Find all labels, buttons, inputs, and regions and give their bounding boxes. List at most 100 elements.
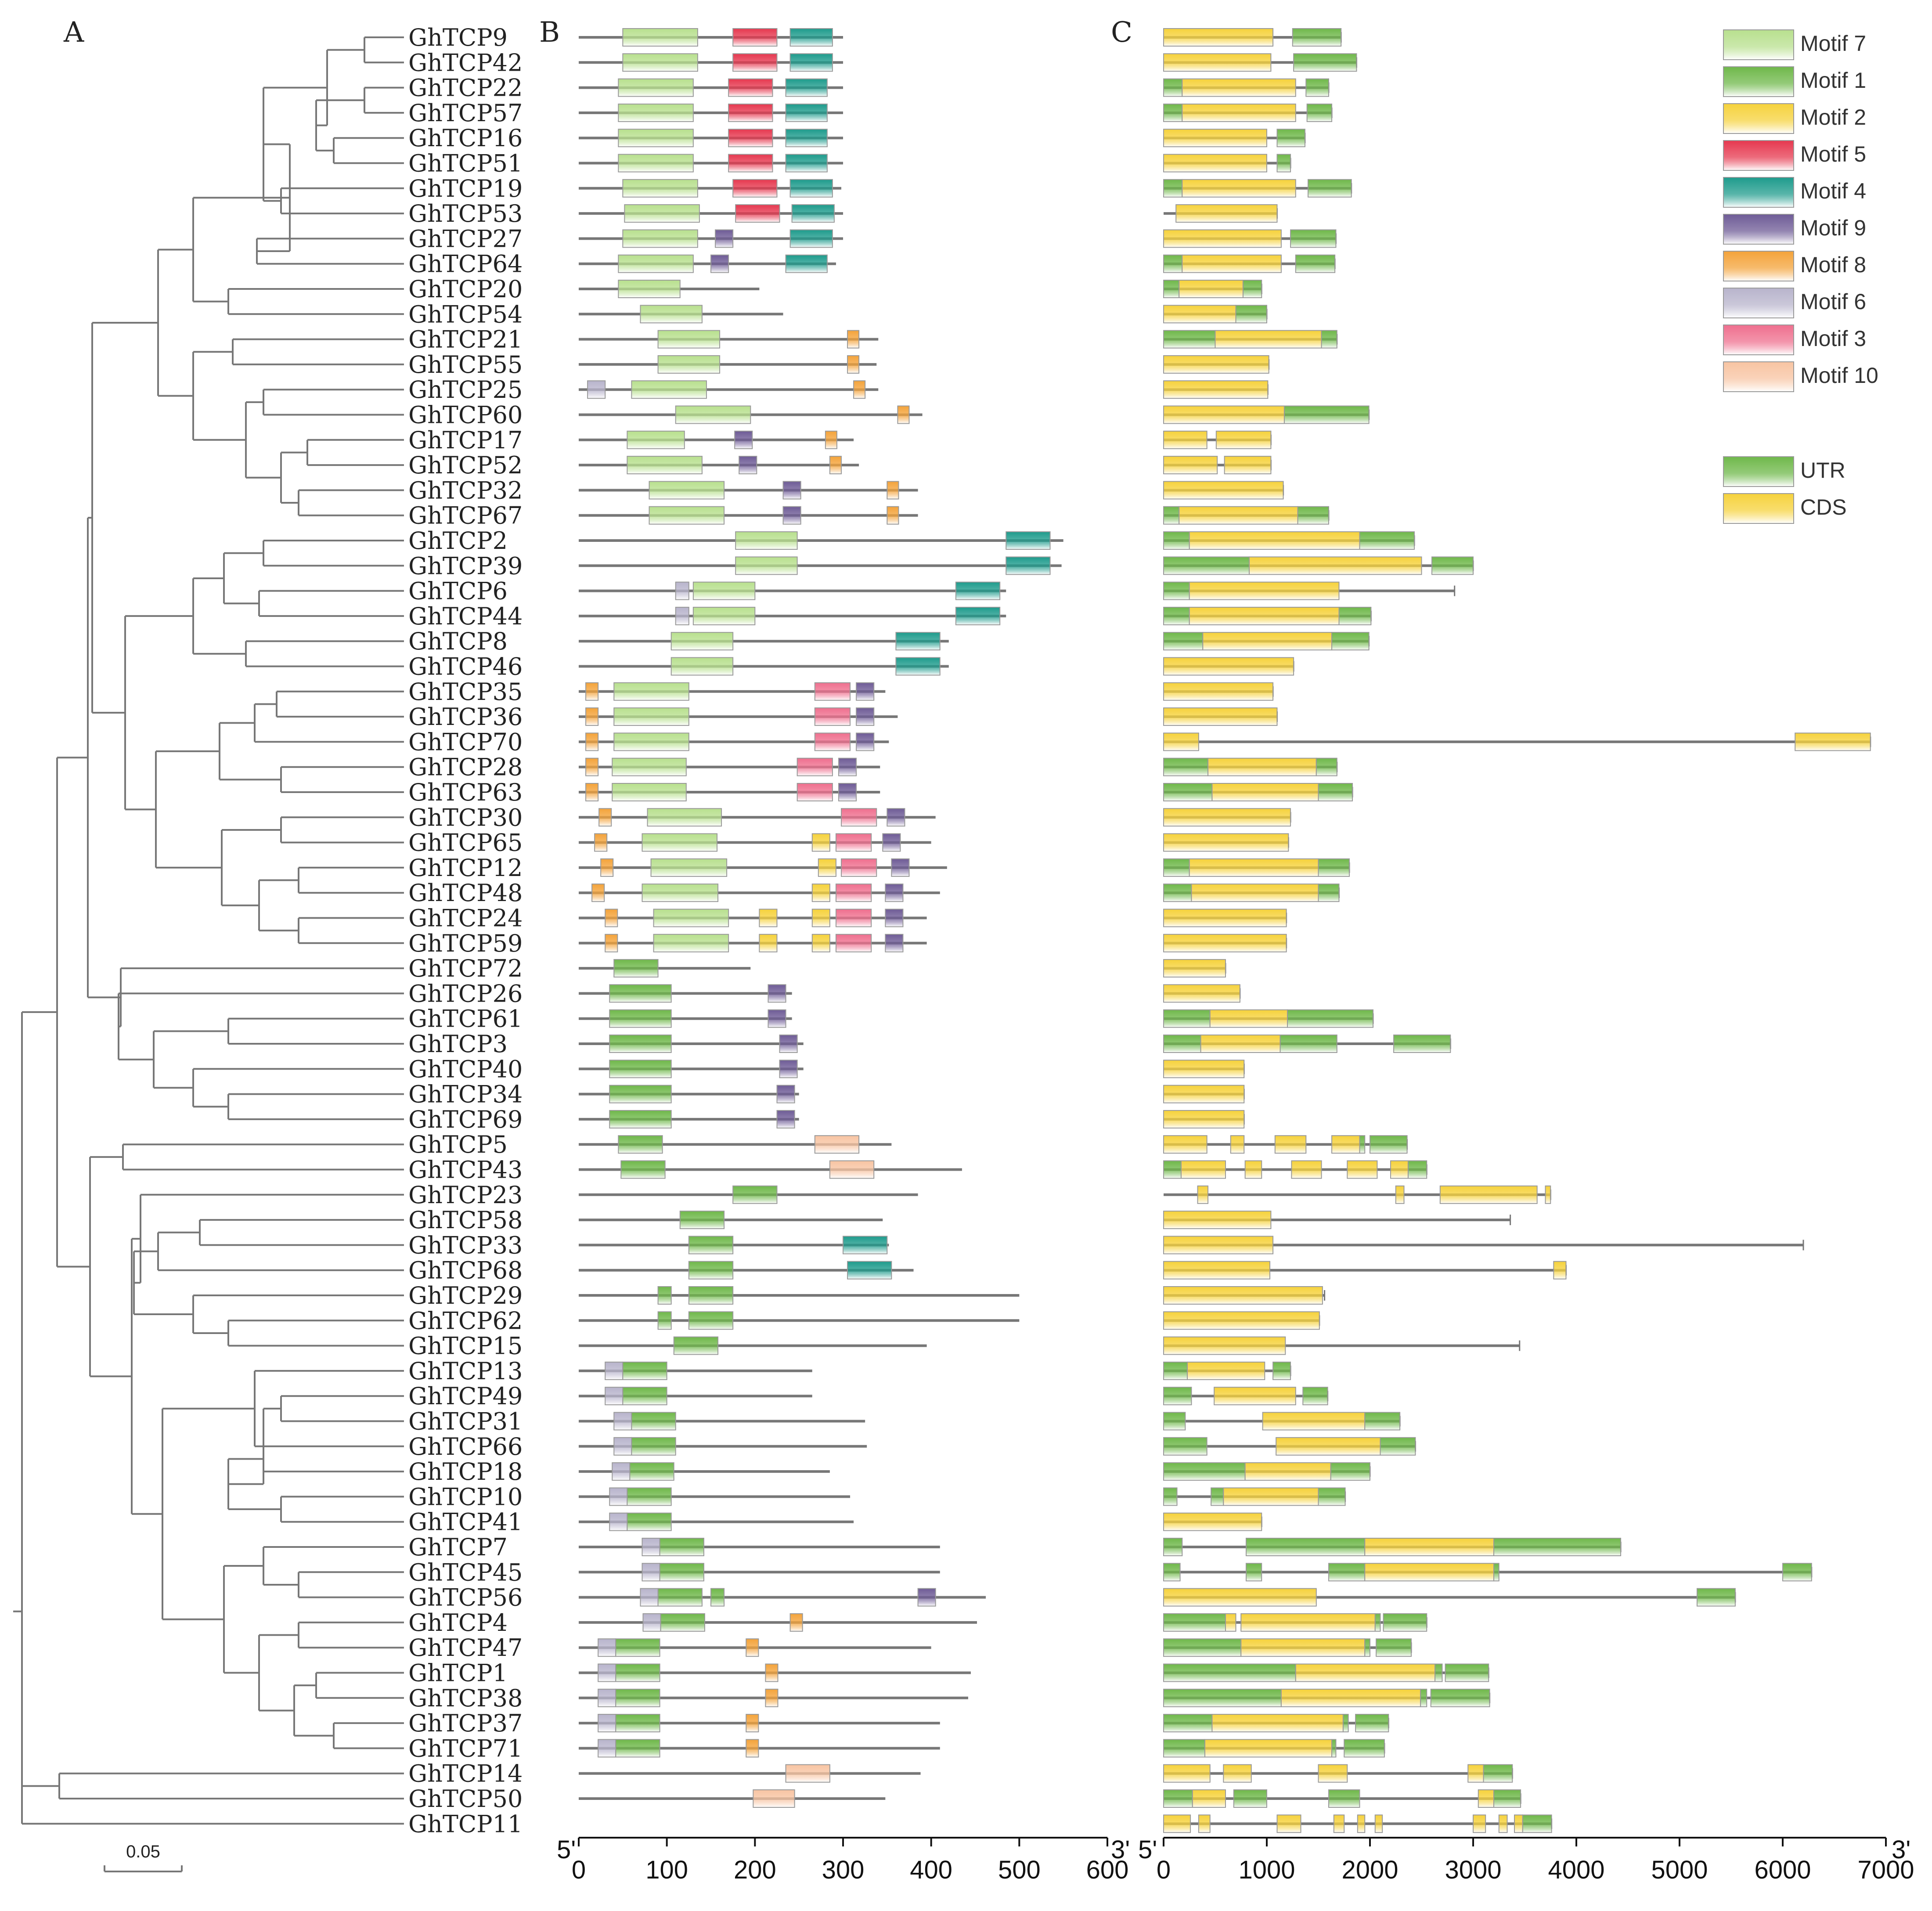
motif-box-m6 bbox=[675, 581, 689, 600]
motif-box-m6 bbox=[613, 1412, 632, 1431]
exon-box-utr bbox=[1318, 883, 1340, 902]
exon-box-utr bbox=[1163, 254, 1183, 273]
exon-box-utr bbox=[1328, 1563, 1366, 1582]
motif-box-m9 bbox=[891, 858, 910, 877]
exon-box-utr bbox=[1163, 1613, 1226, 1632]
exon-box-cds bbox=[1179, 280, 1244, 298]
exon-box-utr bbox=[1163, 1035, 1201, 1053]
exon-box-utr bbox=[1420, 1688, 1427, 1707]
motif-box-m3 bbox=[835, 883, 872, 902]
scale-bar: 0.05 bbox=[104, 1842, 183, 1872]
exon-box-utr bbox=[1163, 1412, 1186, 1431]
exon-box-cds bbox=[1182, 179, 1296, 198]
gene-label: GhTCP15 bbox=[408, 1332, 523, 1360]
gene-axis-tick: 5000 bbox=[1651, 1856, 1708, 1884]
exon-box-cds bbox=[1395, 1185, 1405, 1204]
motif-box-m4 bbox=[789, 179, 833, 198]
motif-panel bbox=[579, 28, 1063, 1808]
gene-label: GhTCP27 bbox=[408, 225, 523, 252]
motif-box-m1 bbox=[609, 1060, 672, 1078]
exon-box-utr bbox=[1163, 78, 1183, 97]
motif-box-m5 bbox=[728, 154, 773, 173]
gene-label: GhTCP2 bbox=[408, 527, 508, 555]
legend-swatch-m8 bbox=[1723, 251, 1794, 281]
exon-box-cds bbox=[1204, 1739, 1333, 1758]
motif-box-m1 bbox=[631, 1412, 676, 1431]
motif-box-m7 bbox=[735, 531, 798, 550]
exon-box-utr bbox=[1163, 883, 1192, 902]
legend-swatch-m5 bbox=[1723, 140, 1794, 171]
gene-axis-tick: 3000 bbox=[1445, 1856, 1501, 1884]
exon-box-cds bbox=[1163, 934, 1287, 952]
exon-box-utr bbox=[1163, 506, 1180, 525]
motif-box-m9 bbox=[779, 1060, 798, 1078]
motif-box-m2 bbox=[759, 909, 778, 927]
exon-box-utr bbox=[1163, 531, 1190, 550]
exon-box-cds bbox=[1211, 1714, 1344, 1733]
legend-swatch-m2 bbox=[1723, 103, 1794, 134]
exon-box-utr bbox=[1163, 1663, 1296, 1682]
motif-box-m3 bbox=[814, 707, 851, 726]
motif-box-m1 bbox=[609, 1009, 672, 1028]
motif-box-m1 bbox=[657, 1588, 703, 1607]
motif-box-m8 bbox=[598, 808, 612, 827]
motif-box-m8 bbox=[829, 456, 842, 475]
exon-box-cds bbox=[1187, 1361, 1265, 1380]
exon-box-cds bbox=[1163, 1110, 1245, 1129]
exon-box-cds bbox=[1163, 1135, 1208, 1154]
motif-box-m6 bbox=[609, 1512, 628, 1531]
gene-label: GhTCP29 bbox=[408, 1282, 523, 1309]
gene-axis: 5' 3' 0 1000 2000 3000 4000 5000 6000 7000 bbox=[1138, 1835, 1914, 1884]
gene-label: GhTCP12 bbox=[408, 854, 523, 882]
gene-label: GhTCP71 bbox=[408, 1734, 523, 1762]
exon-box-utr bbox=[1163, 606, 1190, 625]
exon-box-utr bbox=[1163, 783, 1213, 801]
legend-swatch-m9 bbox=[1723, 214, 1794, 245]
exon-box-cds bbox=[1189, 606, 1340, 625]
motif-box-m7 bbox=[692, 581, 756, 600]
exon-box-cds bbox=[1209, 1009, 1288, 1028]
exon-box-utr bbox=[1163, 1688, 1282, 1707]
motif-box-m8 bbox=[897, 405, 910, 424]
gene-label: GhTCP30 bbox=[408, 804, 523, 831]
motif-box-m2 bbox=[811, 934, 830, 952]
motif-box-m7 bbox=[649, 481, 725, 500]
motif-box-m9 bbox=[917, 1588, 936, 1607]
motif-box-m1 bbox=[631, 1437, 676, 1456]
motif-box-m9 bbox=[882, 833, 901, 852]
exon-box-cds bbox=[1280, 1688, 1421, 1707]
motif-box-m6 bbox=[609, 1487, 628, 1506]
motif-box-m7 bbox=[622, 53, 698, 72]
exon-box-utr bbox=[1331, 632, 1370, 651]
exon-box-cds bbox=[1163, 682, 1274, 701]
motif-box-m1 bbox=[609, 1035, 672, 1053]
motif-box-m4 bbox=[791, 204, 835, 223]
exon-box-utr bbox=[1380, 1437, 1416, 1456]
exon-box-utr bbox=[1376, 1638, 1412, 1657]
motif-box-m7 bbox=[653, 909, 729, 927]
motif-box-m8 bbox=[825, 430, 837, 449]
exon-box-cds bbox=[1295, 1663, 1436, 1682]
exon-box-cds bbox=[1163, 808, 1291, 827]
motif-box-m9 bbox=[776, 1085, 795, 1103]
motif-axis-tick: 200 bbox=[734, 1856, 776, 1884]
exon-box-utr bbox=[1276, 154, 1291, 173]
exon-box-cds bbox=[1274, 1135, 1307, 1154]
exon-box-cds bbox=[1163, 1512, 1262, 1531]
motif-box-m4 bbox=[785, 78, 828, 97]
motif-box-m8 bbox=[591, 883, 605, 902]
gene-label: GhTCP3 bbox=[408, 1030, 508, 1058]
gene-axis-tick: 6000 bbox=[1754, 1856, 1811, 1884]
motif-box-m7 bbox=[618, 280, 681, 298]
motif-box-m3 bbox=[797, 757, 833, 776]
exon-box-utr bbox=[1295, 254, 1336, 273]
exon-box-cds bbox=[1163, 1311, 1320, 1330]
exon-box-cds bbox=[1208, 757, 1317, 776]
motif-box-m7 bbox=[650, 858, 728, 877]
exon-box-cds bbox=[1163, 305, 1236, 324]
exon-box-utr bbox=[1342, 1714, 1349, 1733]
exon-box-cds bbox=[1276, 1814, 1301, 1833]
motif-box-m4 bbox=[785, 154, 828, 173]
exon-box-cds bbox=[1191, 883, 1319, 902]
motif-box-m7 bbox=[647, 808, 722, 827]
